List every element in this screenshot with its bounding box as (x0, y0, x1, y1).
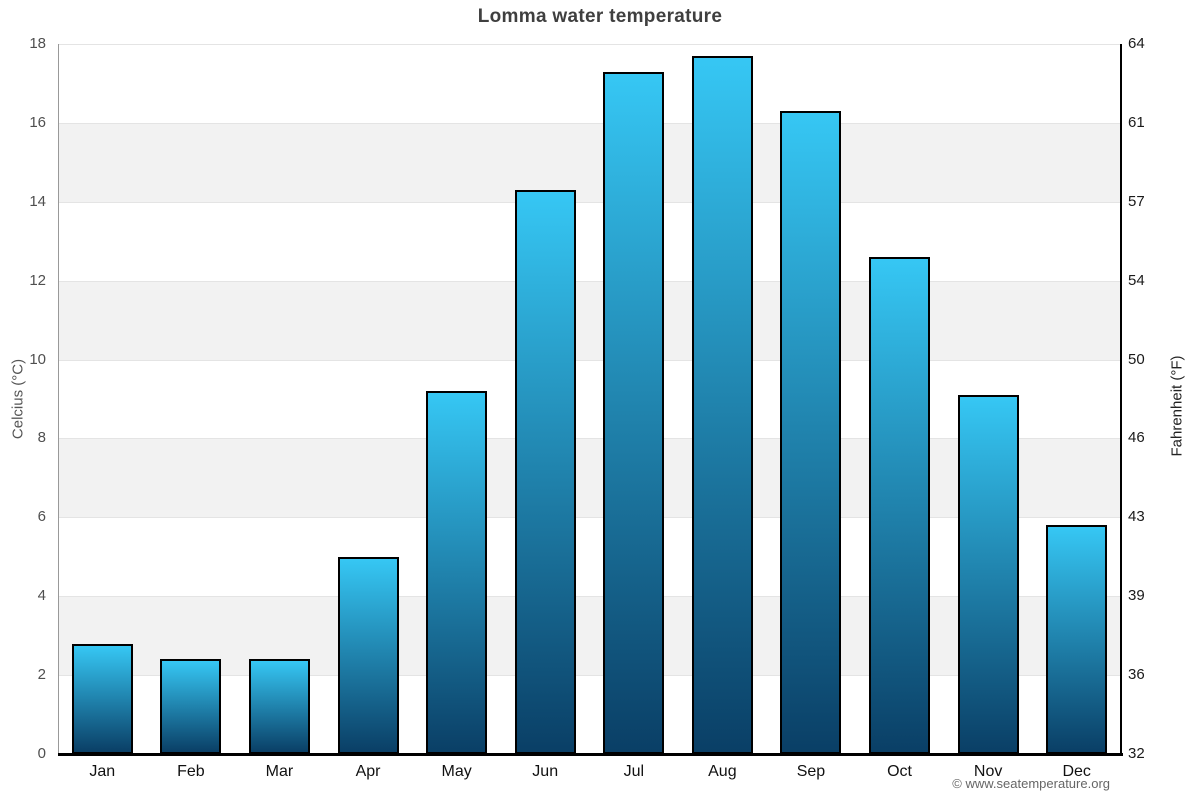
gridline (58, 122, 1121, 124)
x-label-mar: Mar (265, 763, 294, 780)
attribution: © www.seatemperature.org (952, 776, 1110, 791)
right-axis-line (1120, 44, 1122, 754)
gridline (58, 438, 1121, 440)
x-label-dec: Dec (1062, 763, 1091, 780)
left-tick-label: 6 (37, 508, 46, 526)
gridline (58, 517, 1121, 519)
x-label-may: May (441, 763, 472, 780)
x-label-oct: Oct (887, 763, 912, 780)
bar-oct[interactable] (869, 257, 931, 754)
right-tick-label: 39 (1128, 587, 1145, 605)
x-label-jun: Jun (532, 763, 559, 780)
left-tick-label: 16 (29, 113, 46, 131)
right-tick-label: 57 (1128, 192, 1145, 210)
gridline (58, 596, 1121, 598)
left-tick-label: 10 (29, 350, 46, 368)
plot-band (58, 438, 1121, 518)
right-axis-title: Fahrenheit (°F) (1168, 355, 1186, 457)
left-tick-label: 8 (37, 429, 46, 447)
left-tick-label: 2 (37, 666, 46, 684)
gridline (58, 359, 1121, 361)
right-tick-label: 64 (1128, 35, 1145, 52)
right-tick-label: 50 (1128, 350, 1145, 368)
x-label-feb: Feb (177, 763, 205, 780)
x-label-apr: Apr (355, 763, 381, 780)
x-label-jul: Jul (623, 763, 645, 780)
right-tick-label: 61 (1128, 113, 1145, 131)
x-label-jan: Jan (89, 763, 116, 780)
bar-apr[interactable] (337, 556, 399, 754)
gridline (58, 675, 1121, 677)
bar-may[interactable] (426, 391, 488, 754)
x-label-sep: Sep (796, 763, 826, 780)
x-label-nov: Nov (973, 763, 1003, 780)
left-tick-label: 12 (29, 271, 46, 289)
x-axis-line (58, 753, 1123, 756)
left-tick-label: 4 (37, 587, 46, 605)
right-tick-label: 54 (1128, 271, 1145, 289)
chart-title: Lomma water temperature (477, 6, 723, 27)
right-tick-label: 36 (1128, 666, 1145, 684)
bar-nov[interactable] (957, 395, 1019, 754)
gridline (58, 201, 1121, 203)
plot-area (58, 44, 1121, 754)
left-tick-label: 14 (29, 192, 46, 210)
right-tick-label: 32 (1128, 745, 1145, 762)
left-tick-label: 18 (29, 35, 46, 52)
left-axis-title: Celcius (°C) (9, 358, 27, 440)
bar-dec[interactable] (1046, 525, 1108, 754)
bar-jul[interactable] (603, 71, 665, 754)
right-tick-label: 46 (1128, 429, 1145, 447)
left-tick-label: 0 (37, 745, 46, 762)
x-label-aug: Aug (708, 763, 737, 780)
bar-jun[interactable] (514, 189, 576, 754)
plot-band (58, 596, 1121, 676)
left-axis-line (58, 44, 59, 754)
bar-sep[interactable] (780, 111, 842, 754)
plot-band (58, 280, 1121, 360)
gridline (58, 280, 1121, 282)
bar-aug[interactable] (691, 55, 753, 754)
right-tick-label: 43 (1128, 508, 1145, 526)
bar-mar[interactable] (248, 659, 310, 754)
bar-feb[interactable] (160, 659, 222, 754)
plot-band (58, 122, 1121, 202)
bar-jan[interactable] (71, 643, 133, 754)
gridline (58, 44, 1121, 45)
